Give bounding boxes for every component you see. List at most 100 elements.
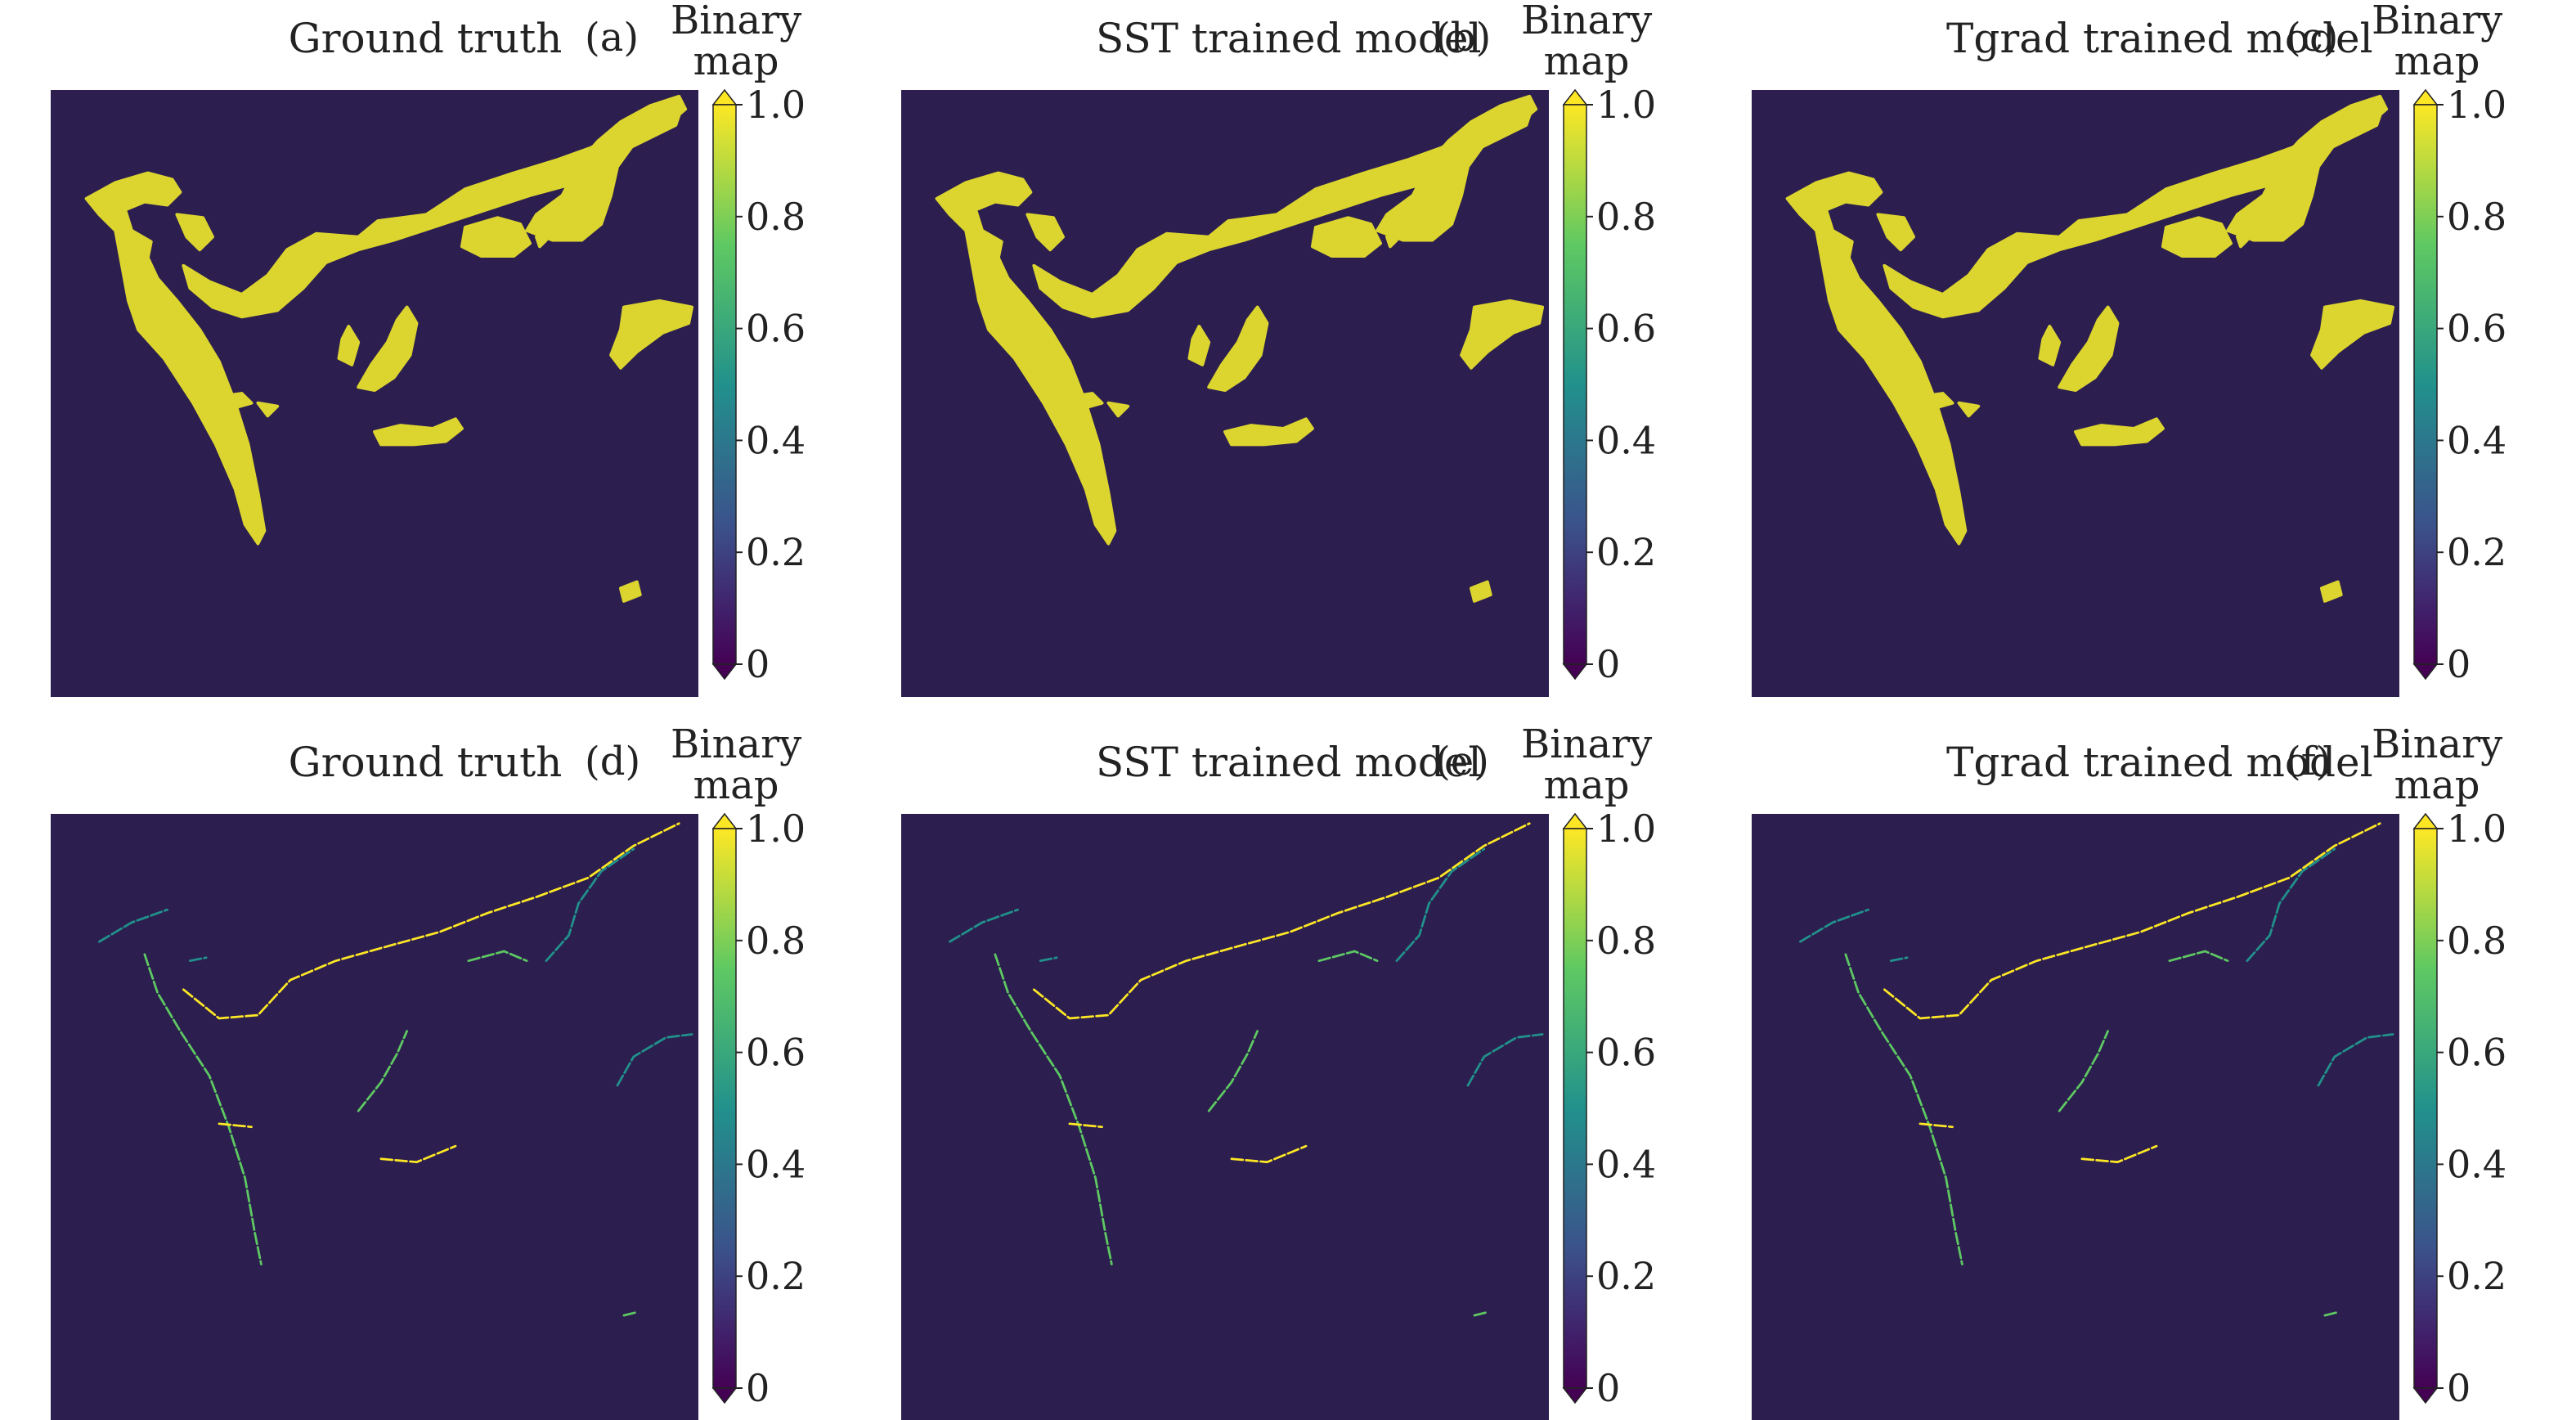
panel-label: (b) <box>1435 15 1492 61</box>
colorbar-title-line: map <box>1543 38 1630 84</box>
colorbar-tick-label: 0.6 <box>746 307 806 351</box>
panel-title: Ground truth <box>288 739 563 786</box>
front-edge-line <box>218 1122 253 1129</box>
front-edge-line <box>994 953 1113 1266</box>
front-region <box>217 392 254 411</box>
front-edge-line <box>1844 953 1963 1266</box>
colorbar-gradient <box>2413 104 2438 665</box>
colorbar-title: Binary map <box>2372 0 2502 82</box>
heatmap-background <box>901 814 1549 1420</box>
front-region <box>373 417 464 447</box>
colorbar-tick-label: 1.0 <box>1596 807 1656 851</box>
colorbar-title-line: map <box>2394 38 2480 84</box>
front-edge-line <box>1395 847 1486 963</box>
colorbar-tick-label: 0.8 <box>1596 195 1656 239</box>
colorbar-tick-label: 0 <box>1596 642 1620 686</box>
heatmap-image <box>51 814 698 1420</box>
colorbar-extend-min <box>1562 1387 1588 1404</box>
front-region <box>618 580 642 603</box>
panel-label: (a) <box>585 15 640 61</box>
colorbar-tick-label: 0.8 <box>746 195 806 239</box>
front-region <box>1025 213 1065 252</box>
colorbar-tick-label: 0.4 <box>2447 1142 2506 1186</box>
panel-title: Tgrad trained model <box>1946 739 2373 786</box>
colorbar-tick-label: 0.4 <box>746 1142 806 1186</box>
front-region <box>337 325 361 366</box>
front-region <box>2058 305 2120 393</box>
front-edge-line <box>622 1310 639 1317</box>
front-region <box>1106 401 1130 418</box>
front-edge-line <box>2058 1030 2109 1112</box>
front-region <box>2161 216 2233 258</box>
colorbar-tick-label: 0.6 <box>1596 1031 1656 1075</box>
colorbar-title-line: Binary <box>671 721 802 767</box>
front-edge-line <box>2080 1144 2158 1164</box>
colorbar-title-line: map <box>1543 762 1630 808</box>
front-region <box>1876 213 1915 252</box>
colorbar-title: Binary map <box>671 724 801 806</box>
heatmap-background <box>51 814 698 1420</box>
colorbar-title-line: map <box>693 762 779 808</box>
colorbar-tick-label: 0.8 <box>2447 195 2506 239</box>
front-edge-line <box>379 1144 457 1164</box>
colorbar-extend-min <box>711 663 738 681</box>
front-region <box>1376 94 1538 242</box>
front-region <box>256 401 280 418</box>
colorbar-extend-max <box>2412 812 2439 829</box>
colorbar-tick-label: 1.0 <box>746 807 806 851</box>
panel-title: Ground truth <box>288 15 563 62</box>
front-edge-line <box>1032 822 1531 1020</box>
colorbar-tick-label: 0 <box>1596 1366 1620 1410</box>
panel-d: Ground truth (d) Binary map 0 0.2 0.4 0.6 0.8 1.0 <box>0 724 818 1420</box>
colorbar: 0 0.2 0.4 0.6 0.8 1.0 <box>2412 807 2506 1410</box>
front-edge-line <box>2168 950 2229 963</box>
colorbar-extend-max <box>711 88 738 106</box>
colorbar-tick-label: 0.2 <box>1596 1254 1656 1298</box>
colorbar-gradient <box>712 104 737 665</box>
colorbar-tick-label: 0.6 <box>2447 1031 2506 1075</box>
colorbar-gradient <box>2413 828 2438 1389</box>
colorbar-title-line: Binary <box>1521 0 1653 43</box>
colorbar-title-line: Binary <box>671 0 802 43</box>
colorbar-tick-label: 0 <box>746 1366 770 1410</box>
colorbar: 0 0.2 0.4 0.6 0.8 1.0 <box>711 807 806 1410</box>
colorbar-gradient <box>1563 828 1587 1389</box>
colorbar-tick-label: 0 <box>2447 642 2471 686</box>
colorbar-tick-label: 0.6 <box>2447 307 2506 351</box>
front-region <box>1223 417 1314 447</box>
colorbar-title-line: map <box>2394 762 2480 808</box>
front-edge-line <box>1466 1033 1544 1087</box>
front-edge-line <box>143 953 263 1266</box>
front-region <box>2236 235 2249 249</box>
colorbar-extend-min <box>2412 663 2439 681</box>
colorbar-tick-label: 0 <box>746 642 770 686</box>
heatmap-image <box>1752 90 2399 697</box>
colorbar-tick-label: 0.4 <box>2447 418 2506 462</box>
front-region <box>460 216 532 258</box>
front-edge-line <box>1883 822 2381 1020</box>
colorbar-tick-label: 0.4 <box>1596 418 1656 462</box>
front-region <box>1385 235 1398 249</box>
front-edge-line <box>188 956 208 963</box>
colorbar-title-line: Binary <box>2372 721 2503 767</box>
colorbar-tick-label: 0.6 <box>1596 307 1656 351</box>
front-edge-line <box>182 822 680 1020</box>
front-edge-line <box>98 908 168 943</box>
colorbar: 0 0.2 0.4 0.6 0.8 1.0 <box>2412 83 2506 686</box>
panel-title: Tgrad trained model <box>1946 15 2373 62</box>
colorbar: 0 0.2 0.4 0.6 0.8 1.0 <box>1562 83 1656 686</box>
colorbar-tick-label: 0.2 <box>2447 1254 2506 1298</box>
colorbar-tick-label: 0 <box>2447 1366 2471 1410</box>
panel-title: SST trained model <box>1096 739 1482 786</box>
heatmap-image <box>1752 814 2399 1420</box>
front-edge-line <box>1039 956 1058 963</box>
colorbar-extend-min <box>1562 663 1588 681</box>
colorbar-tick-label: 0.6 <box>746 1031 806 1075</box>
panel-b: SST trained model (b) Binary map 0 0.2 0.4 0.6 0… <box>850 0 1668 697</box>
front-edge-line <box>616 1033 693 1087</box>
colorbar-extend-max <box>2412 88 2439 106</box>
colorbar: 0 0.2 0.4 0.6 0.8 1.0 <box>1562 807 1656 1410</box>
colorbar-tick-label: 0.4 <box>746 418 806 462</box>
panel-title: SST trained model <box>1096 15 1482 62</box>
colorbar-title-line: map <box>693 38 779 84</box>
